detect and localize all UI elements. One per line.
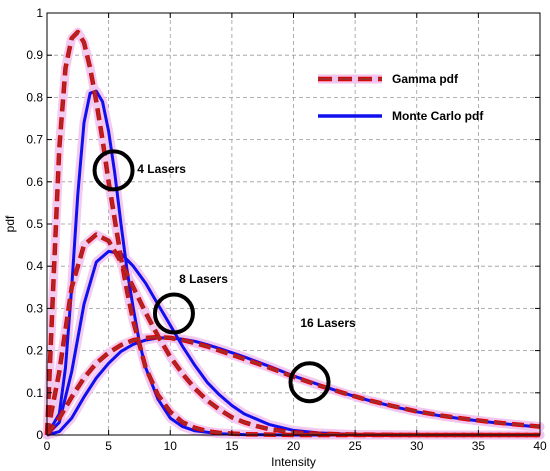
- legend-monte-carlo-label: Monte Carlo pdf: [392, 109, 484, 123]
- annotation-circles: [92, 149, 331, 404]
- y-tick-label: 0.4: [26, 259, 43, 273]
- y-tick-label: 0.9: [26, 48, 43, 62]
- annotation-label: 16 Lasers: [300, 316, 356, 330]
- annotations: 4 Lasers 8 Lasers 16 Lasers: [137, 162, 356, 330]
- x-axis-label: Intensity: [271, 455, 316, 469]
- y-tick-label: 0.7: [26, 133, 43, 147]
- x-tick-label: 40: [533, 439, 547, 453]
- x-tick-label: 25: [348, 439, 362, 453]
- x-tick-label: 35: [472, 439, 486, 453]
- gamma-line-core-1: [45, 30, 540, 437]
- legend-gamma-label: Gamma pdf: [392, 72, 459, 86]
- y-tick-label: 0.3: [26, 301, 43, 315]
- annotation-label: 8 Lasers: [179, 272, 228, 286]
- x-tick-label: 15: [225, 439, 239, 453]
- y-tick-label: 0.2: [26, 344, 43, 358]
- y-tick-label: 0: [36, 428, 43, 442]
- annotation-circle: [288, 361, 331, 404]
- y-tick-label: 0.8: [26, 90, 43, 104]
- y-tick-label: 1: [36, 6, 43, 20]
- annotation-circle: [92, 149, 135, 192]
- series-layer: [42, 27, 545, 440]
- axis-ticks: 0 5 10 15 20 25 30 35 40 0 0.1 0.2 0.3 0.4 0.5 0.6 0.7 0.…: [26, 6, 547, 453]
- x-tick-label: 10: [164, 439, 178, 453]
- y-tick-label: 0.1: [26, 386, 43, 400]
- legend: Gamma pdf Monte Carlo pdf: [318, 72, 484, 123]
- gamma-line-core-3: [45, 335, 541, 436]
- x-tick-label: 5: [105, 439, 112, 453]
- x-tick-label: 30: [410, 439, 424, 453]
- y-tick-label: 0.6: [26, 175, 43, 189]
- annotation-circle: [152, 292, 195, 335]
- gamma-line-core-2: [45, 233, 540, 437]
- x-tick-label: 20: [287, 439, 301, 453]
- annotation-label: 4 Lasers: [137, 162, 186, 176]
- x-tick-label: 0: [44, 439, 51, 453]
- y-tick-label: 0.5: [26, 217, 43, 231]
- y-axis-label: pdf: [3, 215, 17, 232]
